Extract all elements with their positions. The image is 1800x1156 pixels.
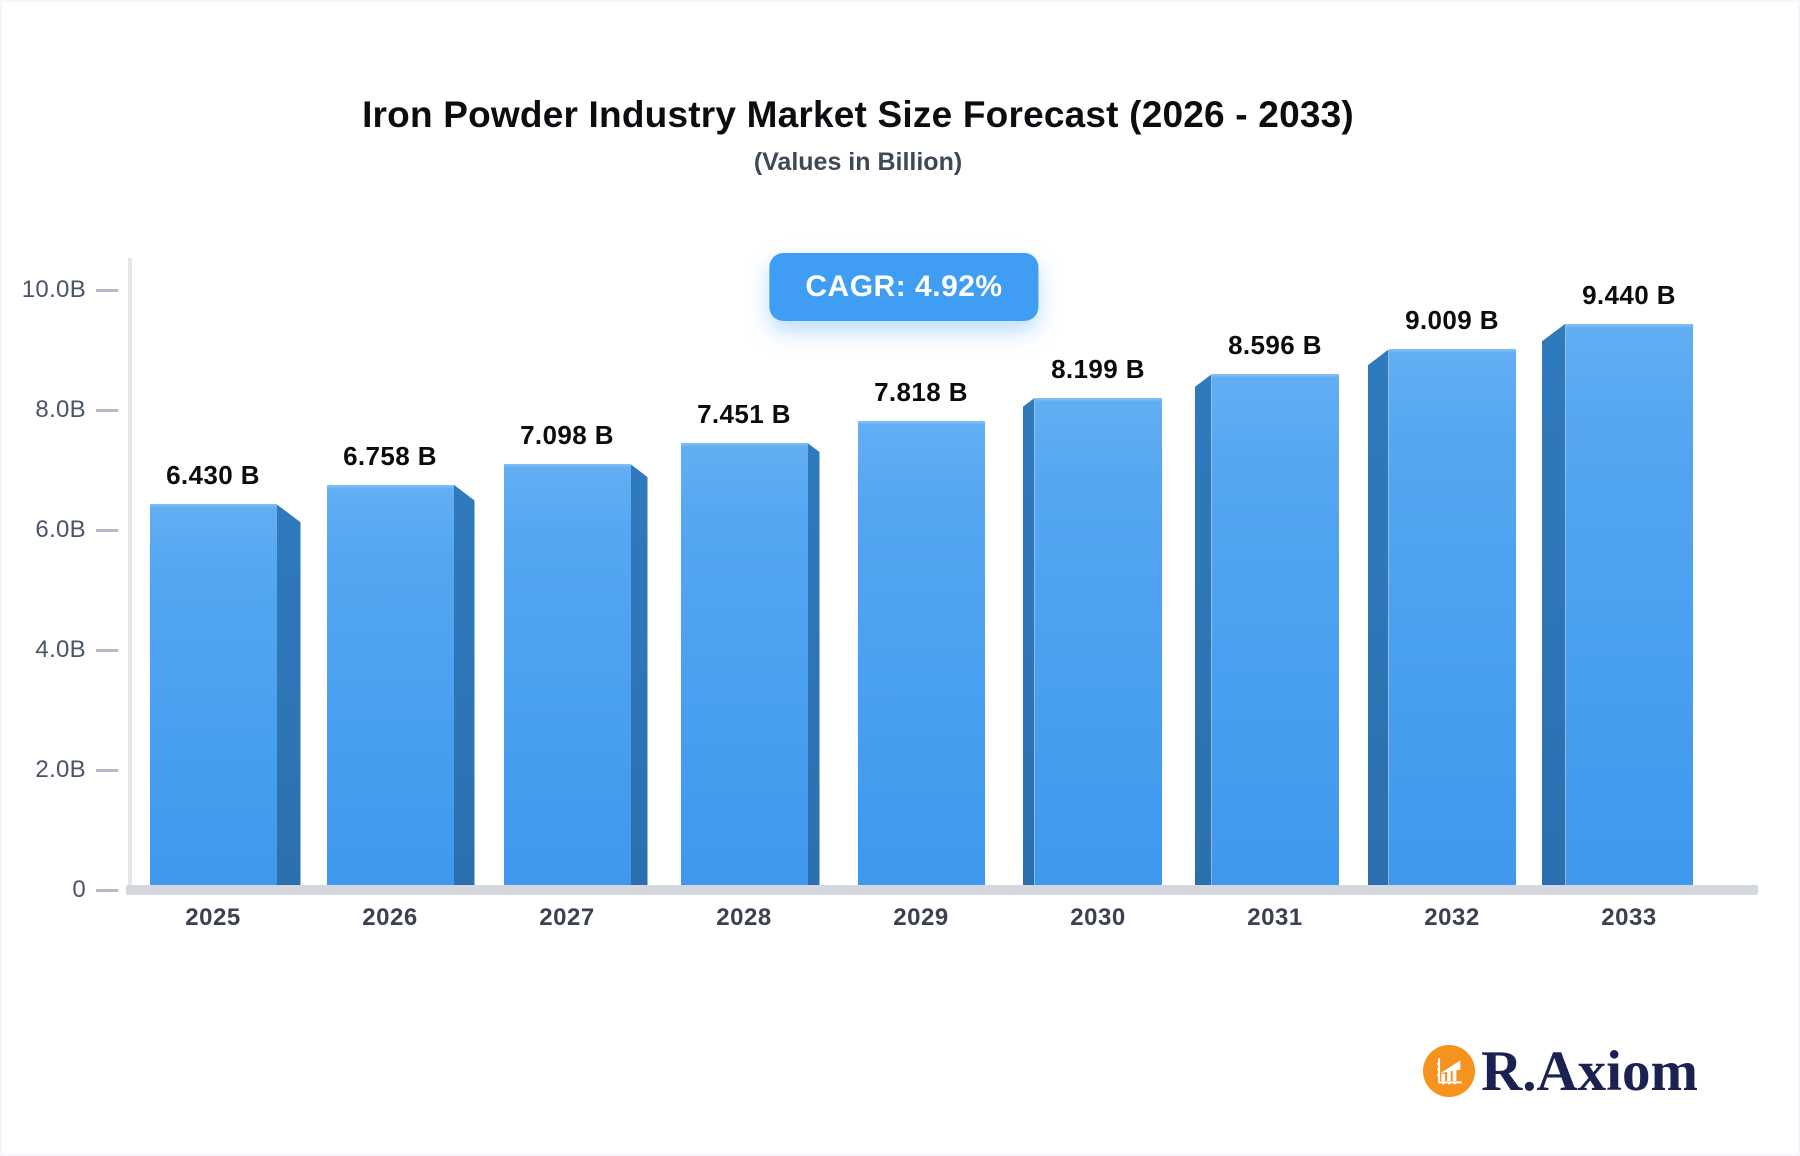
bar-2025 [149, 504, 301, 890]
y-tick-label: 2.0B [35, 756, 86, 783]
bar-2032-face [1388, 349, 1516, 890]
bar-2030-side [1022, 398, 1035, 890]
bar-2026-side [453, 484, 475, 890]
bar-2033-side [1541, 323, 1566, 890]
brand-logo: R.Axiom [1423, 1032, 1698, 1110]
bar-value-label: 7.818 B [874, 376, 968, 407]
y-tick-label: 10.0B [21, 276, 86, 303]
bar-2027-face [503, 464, 631, 890]
y-tick-label: 8.0B [35, 396, 86, 423]
bar-value-label: 9.440 B [1582, 279, 1676, 310]
brand-name: R.Axiom [1481, 1039, 1698, 1103]
bar-value-label: 7.451 B [697, 398, 791, 429]
x-axis-baseline [126, 885, 1758, 895]
bar-value-label: 8.596 B [1228, 330, 1322, 361]
y-tick-dash [96, 528, 118, 532]
cagr-badge: CAGR: 4.92% [769, 253, 1039, 321]
x-tick-label: 2027 [539, 904, 595, 931]
y-tick-label: 0 [72, 876, 86, 903]
bar-2029 [857, 420, 985, 890]
x-tick-label: 2033 [1601, 904, 1657, 931]
y-tick-label: 4.0B [35, 636, 86, 663]
y-tick-dash [96, 408, 118, 412]
bar-2030 [1022, 398, 1162, 890]
x-tick-label: 2030 [1070, 904, 1126, 931]
y-tick-dash [96, 888, 118, 892]
chart-title: Iron Powder Industry Market Size Forecas… [362, 94, 1354, 135]
bar-2031 [1194, 374, 1339, 890]
bar-value-label: 6.758 B [343, 440, 437, 471]
bar-2025-face [149, 504, 277, 890]
bar-2031-side [1194, 374, 1212, 890]
y-tick-dash [96, 648, 118, 652]
bar-value-label: 6.430 B [166, 460, 260, 491]
bar-2030-face [1034, 398, 1162, 890]
bar-value-label: 8.199 B [1051, 354, 1145, 385]
bar-2027 [503, 464, 648, 890]
bar-2026 [326, 484, 475, 890]
y-tick-dash [96, 768, 118, 772]
y-tick-dash [96, 288, 118, 292]
bar-2028 [680, 442, 820, 890]
x-tick-label: 2028 [716, 904, 772, 931]
y-axis-line [128, 258, 132, 890]
bar-2028-side [807, 442, 820, 890]
bar-2033-face [1565, 323, 1693, 890]
x-tick-label: 2026 [362, 904, 418, 931]
bar-2029-face [857, 420, 985, 890]
bar-2032-side [1367, 349, 1389, 890]
bar-2033 [1541, 323, 1693, 890]
bar-2026-face [326, 484, 454, 890]
logo-bar-chart-icon [1423, 1045, 1476, 1097]
bar-2027-side [630, 464, 648, 890]
bar-2032 [1367, 349, 1516, 890]
bar-2031-face [1211, 374, 1339, 890]
bar-value-label: 7.098 B [520, 420, 614, 451]
chart-subtitle: (Values in Billion) [753, 148, 963, 176]
y-tick-label: 6.0B [35, 516, 86, 543]
x-tick-label: 2031 [1247, 904, 1303, 931]
bar-2025-side [276, 504, 301, 890]
x-tick-label: 2032 [1424, 904, 1480, 931]
bar-value-label: 9.009 B [1405, 305, 1499, 336]
x-tick-label: 2025 [185, 904, 241, 931]
x-tick-label: 2029 [893, 904, 949, 931]
bar-2028-face [680, 442, 808, 890]
